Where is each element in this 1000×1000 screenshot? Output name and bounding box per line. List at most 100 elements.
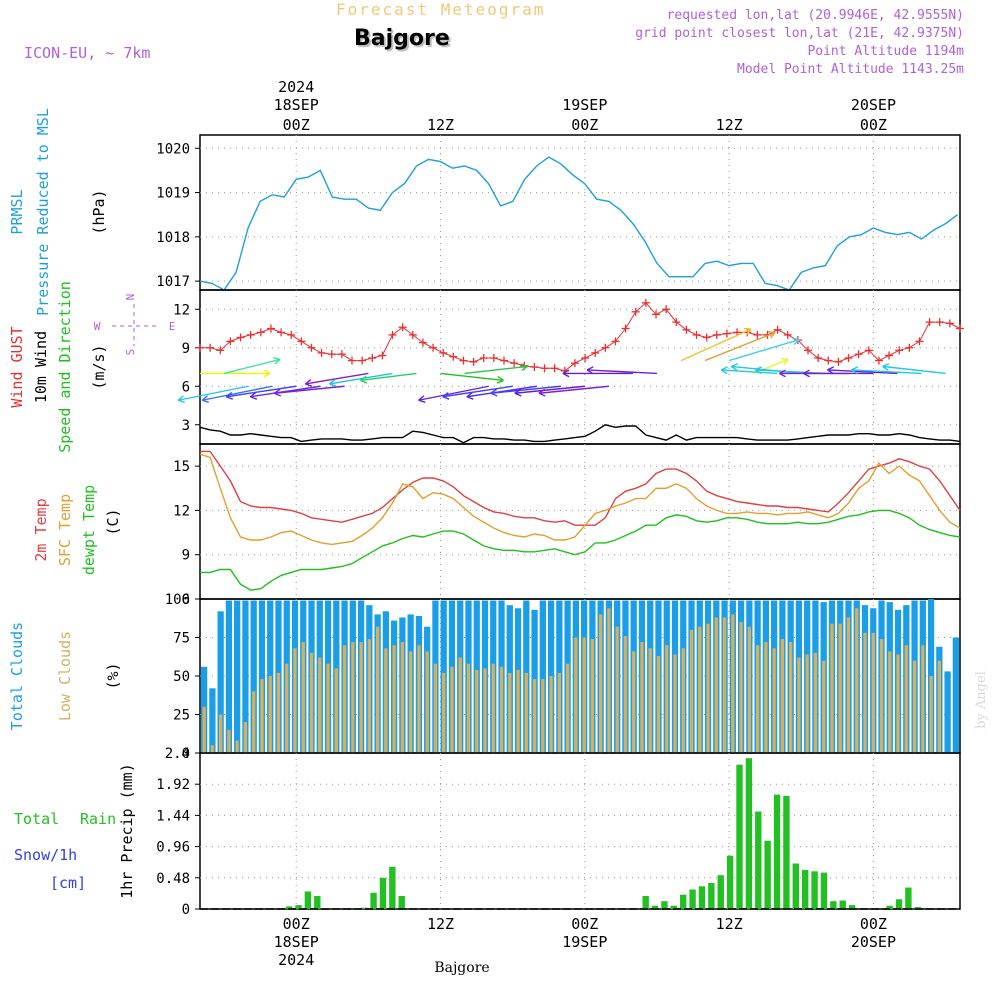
y-tick-label: 15 [173, 459, 190, 475]
total-cloud-bar [952, 637, 959, 753]
bottom-tick-label: 00Z [283, 915, 310, 933]
gust-point [530, 363, 539, 371]
panel-temperature: 6 9 12 15 2m Temp SFC Temp dewpt Temp (C) [32, 443, 961, 608]
gust-point [327, 350, 336, 359]
gust-point [358, 356, 367, 365]
low-cloud-bar [334, 668, 338, 753]
low-cloud-bar [648, 648, 652, 753]
gust-point [479, 354, 488, 363]
low-cloud-bar [805, 654, 809, 753]
y-tick-label: 9 [182, 341, 190, 357]
y-tick-label: 0 [182, 902, 190, 918]
wind-vector [223, 356, 281, 375]
gust-point [641, 298, 650, 307]
gust-point [337, 350, 346, 359]
gust-point [652, 310, 660, 319]
low-cloud-bar [268, 676, 272, 753]
clouds-unit: (%) [104, 662, 122, 689]
gust-point [935, 318, 944, 327]
gust-point [469, 357, 478, 366]
low-cloud-bar [632, 651, 636, 753]
rain-bar [661, 901, 668, 909]
rain-bar [839, 900, 846, 909]
rain-bar [361, 907, 368, 909]
wind-vector [803, 369, 874, 378]
compass-e: E [169, 320, 176, 333]
compass-rose: N S W E [94, 294, 176, 356]
snow-label: Snow/1h [14, 846, 77, 864]
low-cloud-bar [293, 648, 297, 753]
gust-point [722, 329, 731, 338]
wind-vector [225, 385, 297, 400]
panel-precip: 0 0.48 0.96 1.44 1.92 2.4 1hr Precip (mm) Total… [14, 746, 961, 918]
gust-point [510, 359, 519, 368]
panel-clouds: 0 25 50 75 100 Total Clouds Low Clouds (%) [8, 592, 961, 762]
rain-bar [792, 863, 799, 909]
low-cloud-bar [921, 645, 925, 753]
low-cloud-bar [549, 676, 553, 753]
wind-unit: (m/s) [90, 344, 108, 389]
bottom-tick-label: 12Z [427, 915, 454, 933]
rain-bar [914, 907, 921, 909]
gust-point [611, 337, 620, 346]
model-altitude: Model Point Altitude 1143.25m [737, 62, 964, 77]
bottom-tick-label: 00Z [860, 915, 887, 933]
low-cloud-bar [309, 652, 314, 753]
low-cloud-bar [202, 706, 206, 753]
gust-point [773, 325, 782, 334]
gust-point [783, 330, 792, 339]
total-label: Total [14, 810, 59, 828]
rain-bar [905, 887, 912, 909]
wind-vector [514, 385, 585, 397]
gust-point [307, 343, 316, 352]
low-cloud-bar [557, 672, 561, 753]
wind-vector [177, 385, 249, 404]
gust-point [196, 343, 204, 352]
wind-vector [442, 385, 513, 400]
y-tick-label: 1017 [156, 274, 190, 290]
wind-direction-label: Speed and Direction [56, 281, 74, 453]
temp-unit: (C) [104, 508, 122, 535]
total-cloud-bar [242, 600, 249, 753]
low-cloud-bar [433, 663, 438, 753]
panel-frame [199, 134, 961, 291]
gust-point [702, 333, 711, 342]
gust-point [408, 330, 417, 339]
y-tick-label: 12 [173, 302, 190, 318]
low-cloud-bar [475, 669, 479, 753]
y-tick-label: 3 [182, 418, 190, 434]
rain-bar [895, 899, 903, 909]
wind-vector [680, 327, 752, 362]
y-tick-label: 1018 [156, 230, 190, 246]
low-cloud-bar [755, 645, 760, 753]
total-cloud-bar [209, 688, 216, 753]
precip-label: 1hr Precip (mm) [118, 763, 136, 898]
gust-line [200, 302, 961, 372]
top-date-label: 18SEP [274, 96, 319, 114]
rain-bar [783, 795, 790, 909]
gust-point [489, 354, 498, 363]
rain-bar [314, 896, 321, 909]
gust-point [712, 330, 721, 339]
gust-point [692, 330, 701, 339]
gust-point [287, 330, 296, 339]
point-altitude: Point Altitude 1194m [807, 44, 964, 59]
low-cloud-bar [656, 655, 661, 753]
y-tick-label: 6 [182, 379, 190, 395]
y-tick-label: 25 [173, 708, 190, 724]
panel-frame [199, 752, 961, 910]
gust-point [449, 352, 458, 361]
compass-s: S [124, 349, 137, 356]
temp-line-dewpt [200, 509, 961, 591]
low-cloud-bar [830, 623, 834, 753]
rain-bar [830, 901, 837, 909]
wind-vector [586, 366, 657, 375]
rain-bar [680, 894, 687, 909]
wind-vector [328, 372, 393, 387]
y-tick-label: 9 [182, 548, 190, 564]
low-cloud-bar [615, 626, 619, 753]
pressure-line [199, 156, 959, 291]
gust-point [864, 346, 873, 355]
gust-point [256, 328, 265, 337]
low-cloud-bar [285, 663, 289, 753]
